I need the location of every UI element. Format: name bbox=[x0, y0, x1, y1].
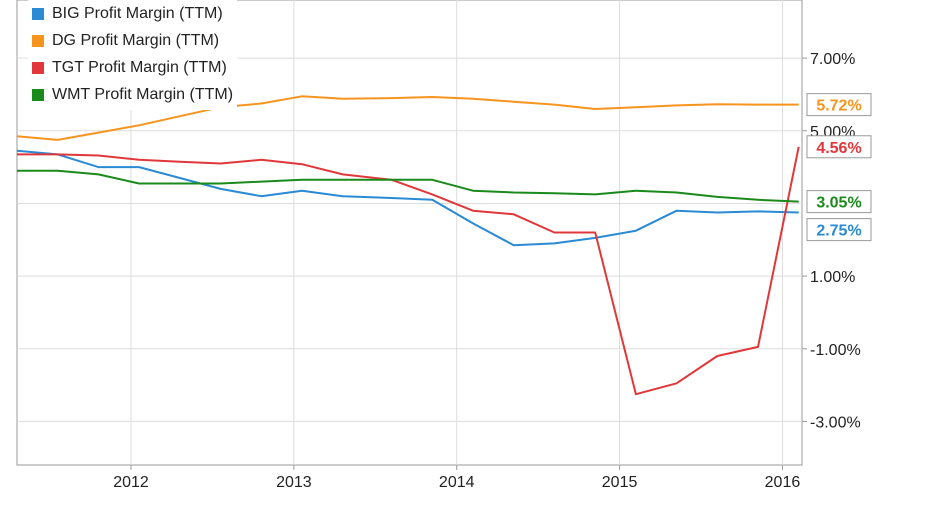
legend-swatch bbox=[32, 88, 44, 101]
y-tick-label: -1.00% bbox=[810, 342, 861, 359]
end-label-box bbox=[806, 218, 872, 242]
end-label-box bbox=[806, 93, 872, 117]
legend-label: DG Profit Margin (TTM) bbox=[52, 31, 220, 49]
legend-label: TGT Profit Margin (TTM) bbox=[52, 58, 227, 76]
legend-swatch bbox=[32, 61, 44, 74]
end-label: 3.05% bbox=[806, 190, 872, 214]
y-tick-label: 1.00% bbox=[810, 269, 855, 286]
end-label: 2.75% bbox=[806, 218, 872, 242]
x-tick-label: 2012 bbox=[113, 474, 149, 491]
x-tick-label: 2015 bbox=[602, 474, 638, 491]
legend-item[interactable]: BIG Profit Margin (TTM) bbox=[32, 0, 233, 27]
series-line bbox=[17, 169, 799, 203]
legend-swatch bbox=[32, 34, 44, 47]
end-label: 4.56% bbox=[806, 135, 872, 159]
y-axis-ticks: 7.00%5.00%1.00%-1.00%-3.00% bbox=[802, 51, 861, 431]
series-line bbox=[16, 149, 799, 247]
x-tick-label: 2016 bbox=[765, 474, 801, 491]
series-line bbox=[16, 95, 799, 141]
series-lines bbox=[16, 95, 800, 396]
end-label-box bbox=[806, 135, 872, 159]
legend-item[interactable]: TGT Profit Margin (TTM) bbox=[32, 54, 233, 81]
x-tick-label: 2013 bbox=[276, 474, 312, 491]
end-label-value: 3.05% bbox=[816, 195, 861, 212]
end-label-box bbox=[806, 190, 872, 214]
legend-label: WMT Profit Margin (TTM) bbox=[52, 85, 234, 103]
end-label: 5.72% bbox=[806, 93, 872, 117]
end-label-value: 4.56% bbox=[816, 140, 861, 157]
x-axis-ticks: 2012 2013 2014 2015 2016 bbox=[113, 465, 800, 491]
end-label-value: 5.72% bbox=[816, 98, 861, 115]
legend: BIG Profit Margin (TTM) DG Profit Margin… bbox=[28, 0, 238, 110]
end-labels: 5.72% 4.56% 3.05% 2.75% bbox=[806, 93, 872, 242]
legend-item[interactable]: DG Profit Margin (TTM) bbox=[32, 27, 233, 54]
y-tick-label: 7.00% bbox=[810, 51, 855, 68]
legend-item[interactable]: WMT Profit Margin (TTM) bbox=[32, 81, 233, 108]
legend-label: BIG Profit Margin (TTM) bbox=[52, 4, 223, 22]
legend-swatch bbox=[32, 7, 44, 20]
y-tick-label: -3.00% bbox=[810, 414, 861, 431]
x-tick-label: 2014 bbox=[439, 474, 475, 491]
series-line bbox=[17, 146, 800, 396]
end-label-value: 2.75% bbox=[816, 223, 861, 240]
